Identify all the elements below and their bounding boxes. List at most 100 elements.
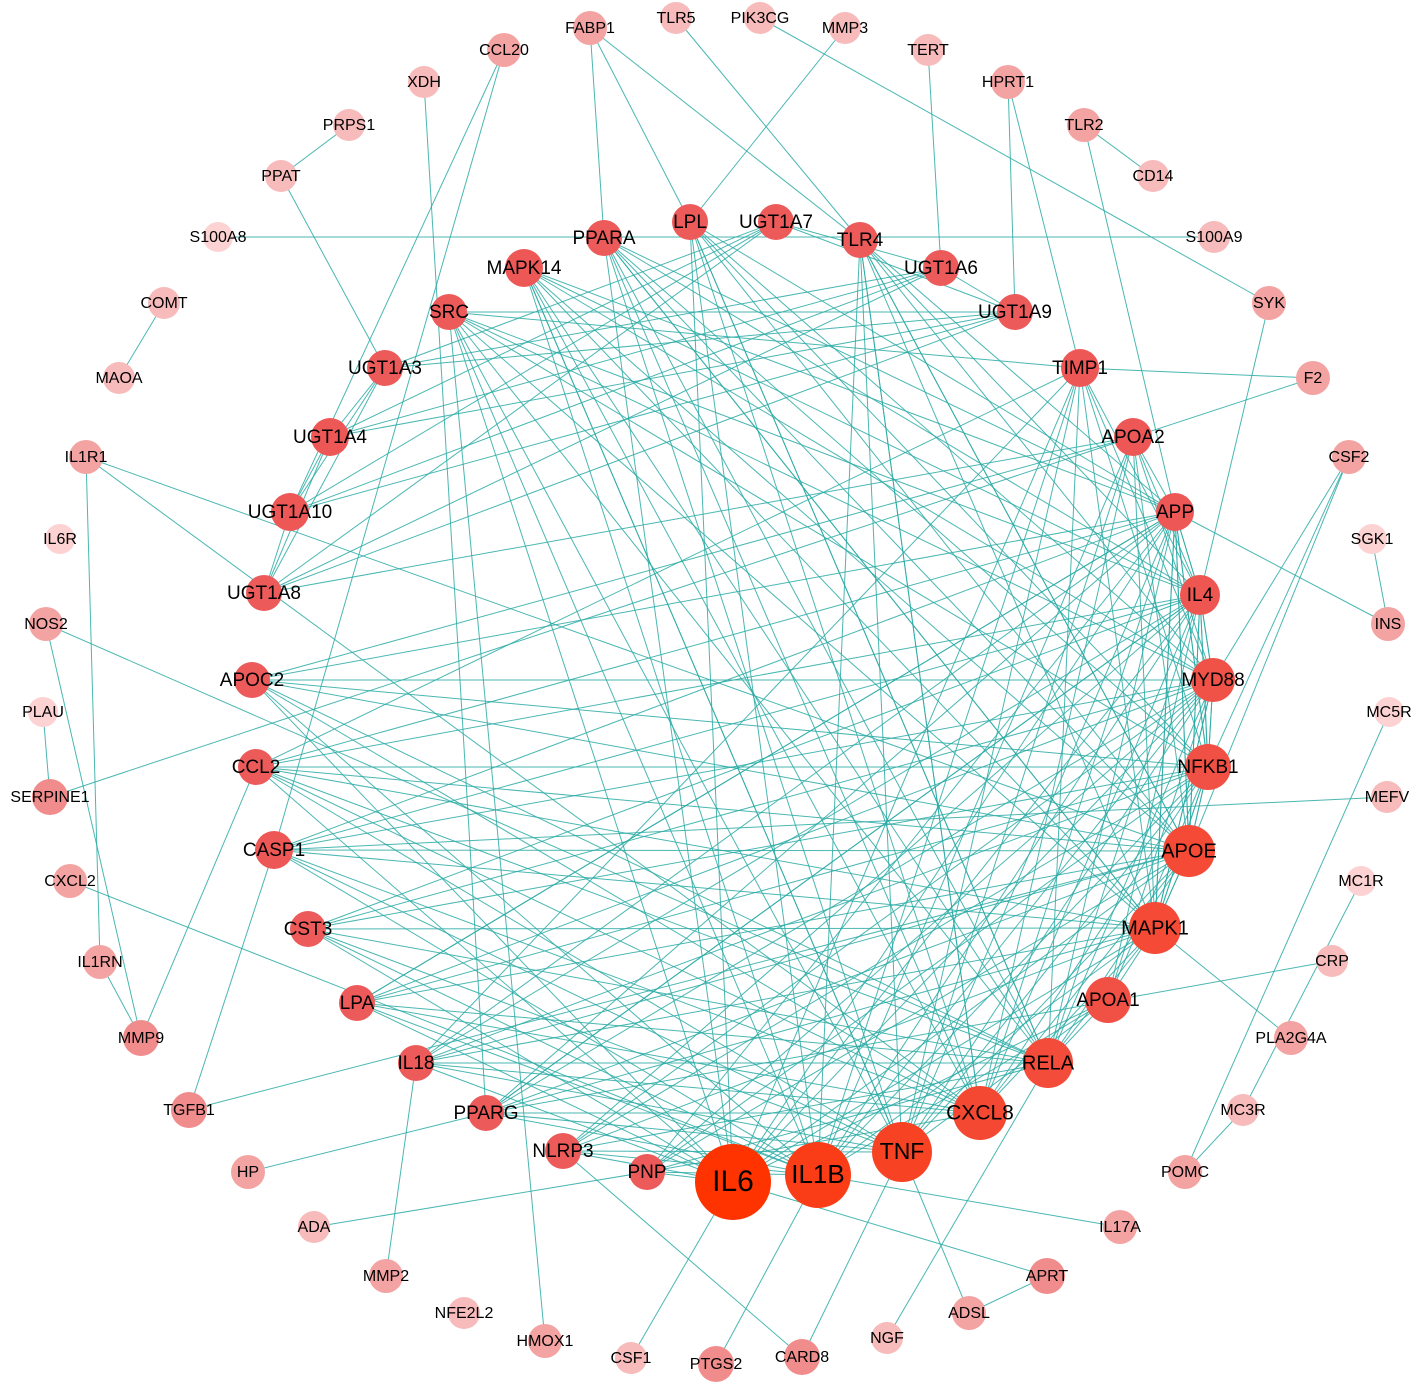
node [298,1211,330,1243]
edge [689,221,1209,768]
edge [1132,377,1314,438]
edge [689,221,1049,1064]
node-label: CD14 [1133,168,1174,185]
node [1023,1038,1073,1088]
node [408,66,440,98]
edge [188,850,1190,1111]
node-label: TLR4 [837,230,884,251]
edge [415,594,1201,1064]
edge [384,267,942,369]
node [1198,221,1230,253]
edge [901,367,1081,1153]
edge [255,594,1201,768]
node [829,12,861,44]
node [1296,361,1330,395]
node-label: UGT1A8 [227,583,301,604]
edge [1007,81,1081,369]
edge [85,456,101,963]
node [246,575,282,611]
node [672,204,708,240]
node [1346,866,1376,896]
edge [1007,81,1016,313]
edge [1154,927,1292,1039]
edge [356,1002,1049,1064]
edge [646,766,1209,1173]
node [785,1142,851,1208]
edge [448,311,1201,596]
edge [603,237,1209,768]
edge [523,267,1156,929]
node [1371,781,1403,813]
edge [415,1062,981,1114]
node [265,160,297,192]
node [1156,493,1194,531]
edge [384,311,1016,369]
node-label: NFE2L2 [435,1305,494,1322]
edge [801,1151,903,1358]
node-label: UGT1A3 [348,358,422,379]
edge [251,679,819,1176]
node [842,222,878,258]
edge [523,267,1201,596]
edge [1188,456,1350,852]
edge [263,436,1134,594]
edge [263,221,777,594]
edge [562,766,1209,1152]
edge [523,267,1190,852]
edge [448,311,1156,929]
edge [273,849,1156,929]
node [69,440,103,474]
node-label: UGT1A10 [248,502,332,523]
node [148,287,180,319]
edge [775,221,1016,313]
node [1168,1155,1202,1189]
node-label: CCL2 [232,757,281,778]
node [952,1296,986,1330]
node-label: MC3R [1220,1102,1265,1119]
edge [979,766,1209,1114]
node-label: IL4 [1187,585,1214,606]
edge [485,960,1333,1114]
node-label: TLR2 [1064,117,1103,134]
node-label: XDH [407,74,441,91]
edge [901,766,1209,1153]
node [660,2,692,34]
edge [485,850,1190,1114]
node-label: APOC2 [220,670,284,691]
node-label: CCL20 [479,42,529,59]
edge [273,594,1201,851]
edge [423,81,487,1114]
node-label: ADA [298,1219,331,1236]
node [311,418,349,456]
node [28,697,58,727]
node-label: NOS2 [24,616,68,633]
edge [255,511,1176,768]
edge [589,27,605,239]
edge [356,850,1190,1004]
edge [675,17,861,241]
node-label: SGK1 [1351,531,1394,548]
edge [523,267,1049,1064]
edge [49,436,1134,798]
edge [307,679,1214,930]
node [872,1122,932,1182]
node [573,11,607,45]
edge [415,927,1156,1064]
edge [562,1150,803,1358]
node-label: HP [237,1164,259,1181]
node [953,1086,1007,1140]
node-label: CASP1 [243,840,305,861]
edge [251,511,1176,681]
edge [523,267,903,1153]
edge [255,766,1049,1064]
node-label: MMP3 [822,20,868,37]
node-label: APRT [1026,1268,1069,1285]
edge [273,796,1388,851]
edge [415,511,1176,1064]
edge [901,999,1109,1153]
node [1185,744,1231,790]
edge [45,623,142,1039]
node [333,109,365,141]
edge [273,849,903,1153]
